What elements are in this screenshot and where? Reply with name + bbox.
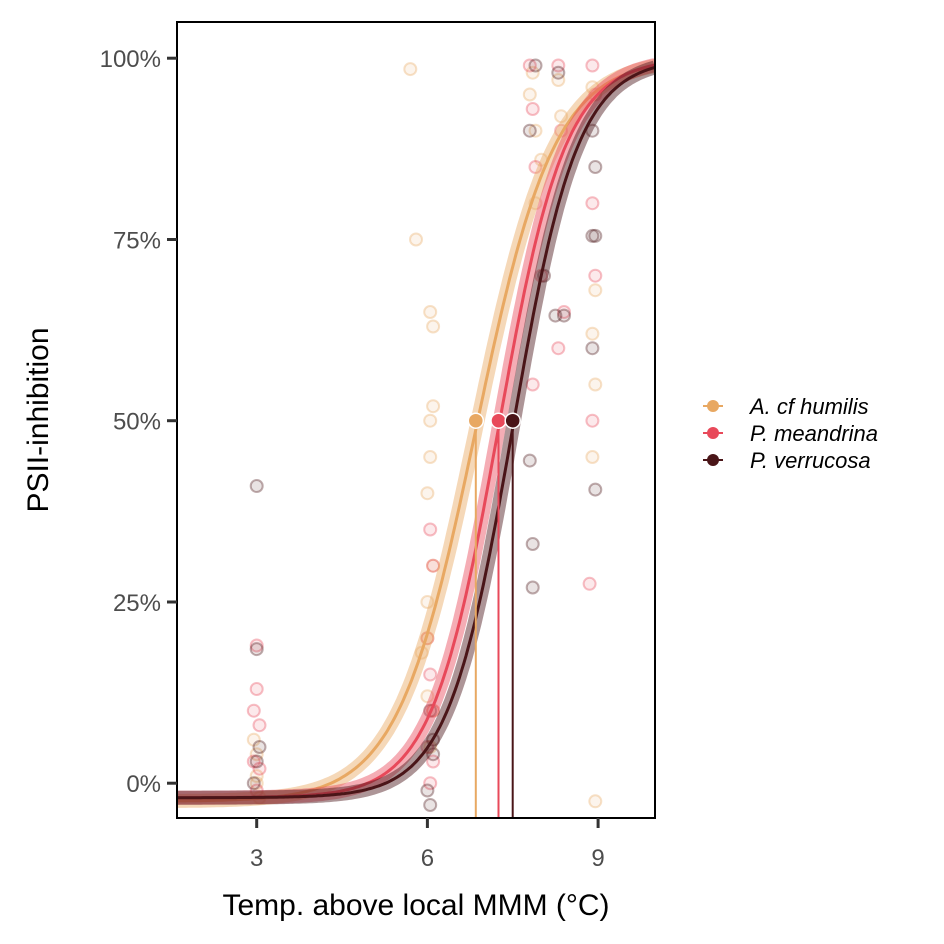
data-point-0-14 bbox=[426, 558, 441, 573]
x-tick-label-2: 9 bbox=[591, 845, 604, 872]
fit-line-2 bbox=[177, 65, 655, 800]
y-tick-label-2: 50% bbox=[113, 409, 161, 436]
data-point-2-12 bbox=[525, 580, 540, 595]
legend-marker-2 bbox=[707, 454, 719, 466]
data-point-2-21 bbox=[585, 341, 600, 356]
data-point-1-16 bbox=[525, 102, 540, 116]
data-point-1-10 bbox=[423, 667, 438, 682]
data-point-1-8 bbox=[426, 558, 441, 573]
data-point-2-16 bbox=[548, 308, 563, 323]
data-point-1-22 bbox=[551, 341, 566, 356]
x-tick-label-1: 6 bbox=[421, 845, 434, 872]
data-point-2-14 bbox=[528, 58, 543, 73]
data-point-1-7 bbox=[423, 522, 438, 537]
data-point-1-25 bbox=[585, 196, 600, 211]
data-point-0-23 bbox=[551, 73, 566, 87]
legend-label-0: A. cf humilis bbox=[748, 394, 869, 419]
data-point-0-0 bbox=[249, 769, 264, 783]
data-point-1-19 bbox=[551, 58, 566, 73]
data-point-1-14 bbox=[426, 754, 441, 769]
data-point-2-3 bbox=[246, 776, 261, 791]
data-point-2-24 bbox=[588, 160, 603, 174]
ed50-point-2 bbox=[504, 412, 521, 429]
data-point-0-20 bbox=[522, 87, 537, 102]
data-point-2-6 bbox=[426, 747, 441, 762]
data-point-1-21 bbox=[557, 305, 571, 319]
data-point-1-1 bbox=[249, 682, 264, 696]
data-point-0-5 bbox=[403, 62, 418, 77]
y-tick-label-1: 25% bbox=[113, 590, 161, 617]
data-point-0-9 bbox=[423, 413, 438, 428]
data-point-2-0 bbox=[249, 479, 264, 493]
data-point-0-11 bbox=[423, 305, 438, 319]
data-point-1-5 bbox=[252, 761, 267, 776]
axes-layer: 0% 25% 50% 75% 100% 3 6 9 bbox=[100, 46, 605, 872]
data-point-1-27 bbox=[585, 413, 600, 428]
data-point-2-13 bbox=[522, 123, 537, 138]
data-point-1-23 bbox=[585, 58, 600, 73]
y-tick-label-4: 100% bbox=[100, 46, 161, 73]
data-point-1-2 bbox=[252, 718, 267, 733]
data-point-1-15 bbox=[522, 58, 537, 73]
ed50-layer bbox=[467, 412, 521, 818]
data-point-0-15 bbox=[420, 689, 435, 704]
data-point-0-30 bbox=[588, 794, 603, 809]
data-point-2-20 bbox=[588, 228, 603, 243]
data-point-1-13 bbox=[423, 776, 438, 791]
data-point-1-26 bbox=[588, 268, 603, 283]
data-point-0-27 bbox=[585, 326, 600, 341]
data-point-1-24 bbox=[588, 87, 603, 102]
legend-marker-1 bbox=[707, 427, 719, 439]
data-point-2-1 bbox=[249, 642, 264, 657]
data-point-0-29 bbox=[585, 450, 600, 464]
ed50-point-0 bbox=[467, 412, 485, 429]
data-point-2-17 bbox=[557, 308, 571, 323]
data-point-2-10 bbox=[522, 453, 537, 468]
data-point-2-19 bbox=[585, 228, 600, 243]
data-point-2-7 bbox=[420, 783, 435, 798]
curves-layer bbox=[177, 58, 655, 808]
data-point-1-3 bbox=[246, 754, 261, 769]
data-point-0-21 bbox=[528, 123, 543, 138]
data-point-0-18 bbox=[420, 595, 435, 609]
data-point-2-11 bbox=[525, 537, 540, 551]
data-point-0-4 bbox=[249, 776, 264, 791]
data-point-1-0 bbox=[249, 638, 264, 653]
ed50-point-1 bbox=[490, 412, 507, 429]
data-point-0-3 bbox=[246, 732, 261, 747]
data-point-2-2 bbox=[252, 740, 267, 754]
data-point-0-26 bbox=[588, 283, 603, 298]
y-tick-label-0: 0% bbox=[126, 771, 161, 798]
data-point-1-17 bbox=[528, 160, 543, 174]
legend-label-2: P. verrucosa bbox=[750, 448, 871, 473]
data-point-0-24 bbox=[554, 109, 569, 124]
y-tick-label-3: 75% bbox=[113, 228, 161, 255]
data-point-0-12 bbox=[426, 319, 441, 334]
data-point-0-22 bbox=[525, 65, 540, 80]
y-axis-title: PSII-inhibition bbox=[22, 327, 55, 512]
data-point-1-29 bbox=[525, 377, 540, 392]
points-layer bbox=[246, 58, 603, 812]
data-point-0-28 bbox=[588, 377, 603, 392]
data-point-0-6 bbox=[409, 232, 423, 247]
data-point-0-19 bbox=[423, 450, 438, 464]
data-point-2-22 bbox=[588, 482, 603, 497]
data-point-2-18 bbox=[551, 65, 566, 80]
x-tick-label-0: 3 bbox=[250, 845, 263, 872]
data-point-2-4 bbox=[249, 754, 264, 769]
data-point-0-1 bbox=[249, 747, 264, 762]
data-point-1-28 bbox=[582, 576, 597, 591]
data-point-0-13 bbox=[420, 486, 435, 501]
legend-label-1: P. meandrina bbox=[750, 421, 878, 446]
data-point-0-10 bbox=[426, 399, 441, 414]
data-point-2-8 bbox=[423, 798, 438, 812]
legend-marker-0 bbox=[707, 400, 719, 412]
data-point-1-6 bbox=[246, 703, 261, 718]
x-axis-title: Temp. above local MMM (°C) bbox=[222, 889, 609, 922]
